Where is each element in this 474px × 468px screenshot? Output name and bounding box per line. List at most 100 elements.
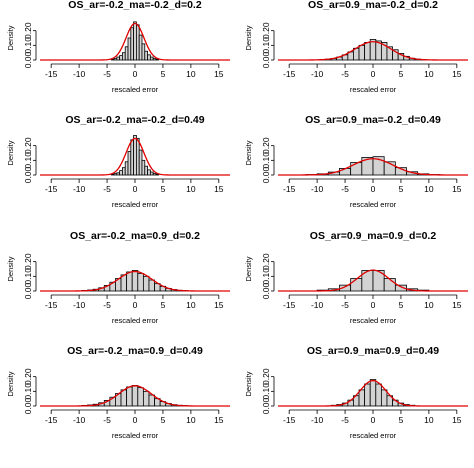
histogram-bar: [350, 162, 363, 176]
x-tick-label: -5: [341, 69, 349, 79]
x-tick-label: 5: [161, 69, 166, 79]
y-tick-label: 0.20: [23, 368, 33, 385]
x-axis-label: rescaled error: [112, 200, 159, 209]
y-tick-label: 0.00: [261, 51, 271, 68]
histogram-bar: [130, 139, 135, 176]
histogram-panel-2: OS_ar=0.9_ma=-0.2_d=0.2 -15 -10 -5 0 5 10 15 res…: [244, 0, 468, 94]
y-axis-label: Density: [244, 371, 253, 396]
histogram-bar: [375, 383, 382, 407]
histogram-bar: [119, 170, 123, 176]
x-tick-label: -5: [103, 300, 111, 310]
y-tick-label: 0.20: [261, 22, 271, 39]
y-tick-label: 0.10: [261, 383, 271, 400]
x-tick-label: -10: [73, 415, 86, 425]
x-tick-label: 15: [214, 415, 224, 425]
x-tick-label: 0: [133, 69, 138, 79]
x-tick-label: 15: [214, 69, 224, 79]
y-tick-label: 0.10: [23, 37, 33, 54]
histogram-bar: [144, 165, 148, 176]
y-tick-label: 0.10: [261, 37, 271, 54]
x-tick-label: 5: [399, 69, 404, 79]
x-tick-label: 10: [424, 184, 434, 194]
y-tick-label: 0.10: [261, 268, 271, 285]
histogram-bar: [116, 172, 121, 176]
density-curve: [40, 270, 230, 292]
y-tick-label: 0.00: [261, 397, 271, 414]
x-tick-label: -10: [73, 69, 86, 79]
x-tick-label: -5: [103, 415, 111, 425]
histogram-bar: [364, 383, 371, 407]
x-tick-label: -15: [45, 300, 58, 310]
y-tick-label: 0.20: [261, 253, 271, 270]
y-tick-label: 0.20: [23, 22, 33, 39]
histogram-bar: [364, 42, 371, 61]
histogram-bar: [152, 58, 157, 61]
x-tick-label: 5: [161, 300, 166, 310]
x-tick-label: -5: [341, 184, 349, 194]
x-tick-label: 0: [133, 184, 138, 194]
histogram-bar: [142, 390, 150, 407]
histogram-bar: [113, 173, 118, 176]
histogram-bar: [144, 50, 148, 61]
x-tick-label: 15: [214, 300, 224, 310]
histogram-bar: [148, 394, 155, 407]
histogram-bar: [133, 21, 137, 61]
y-tick-label: 0.00: [261, 166, 271, 183]
y-tick-label: 0.10: [23, 152, 33, 169]
histogram-bar: [394, 284, 407, 292]
histogram-bar: [141, 159, 146, 176]
histogram-bar: [137, 387, 144, 407]
x-axis-label: rescaled error: [112, 316, 159, 325]
histogram-bar: [127, 37, 132, 61]
histogram-bar: [152, 173, 157, 176]
histogram-bar: [127, 151, 132, 176]
histogram-bar: [124, 46, 129, 61]
x-tick-label: 10: [424, 69, 434, 79]
density-curve: [278, 379, 468, 407]
y-axis-label: Density: [6, 371, 15, 396]
density-curve: [278, 158, 468, 176]
x-tick-label: 5: [399, 184, 404, 194]
density-curve: [278, 269, 468, 292]
x-tick-label: 10: [186, 415, 196, 425]
panel-title: OS_ar=-0.2_ma=-0.2_d=0.2: [68, 0, 202, 11]
histogram-bar: [122, 167, 126, 176]
x-tick-label: 15: [452, 415, 462, 425]
x-tick-label: -5: [341, 300, 349, 310]
x-tick-label: -15: [45, 69, 58, 79]
histogram-bar: [142, 275, 150, 292]
x-tick-label: 10: [186, 184, 196, 194]
x-tick-label: -15: [283, 69, 296, 79]
x-axis-label: rescaled error: [112, 85, 159, 94]
panel-title: OS_ar=-0.2_ma=0.9_d=0.2: [70, 230, 200, 242]
histogram-bar: [130, 27, 135, 61]
y-tick-label: 0.00: [261, 282, 271, 299]
histogram-panel-8: OS_ar=0.9_ma=0.9_d=0.49 -15 -10 -5 0 5 10 15 res…: [244, 345, 468, 440]
histogram-bar: [369, 39, 377, 61]
y-tick-label: 0.00: [23, 166, 33, 183]
x-axis-label: rescaled error: [112, 431, 159, 440]
y-tick-label: 0.00: [23, 397, 33, 414]
panel-title: OS_ar=-0.2_ma=-0.2_d=0.49: [65, 114, 204, 126]
x-tick-label: -15: [283, 300, 296, 310]
panel-title: OS_ar=0.9_ma=-0.2_d=0.2: [308, 0, 438, 11]
density-curve: [40, 385, 230, 407]
y-axis-label: Density: [6, 140, 15, 165]
histogram-bar: [141, 43, 146, 61]
x-tick-label: 0: [371, 69, 376, 79]
x-tick-label: 0: [133, 415, 138, 425]
x-tick-label: -15: [45, 415, 58, 425]
x-tick-label: 0: [133, 300, 138, 310]
histogram-bar: [369, 379, 377, 407]
histogram-bar: [131, 270, 139, 292]
histogram-bar: [131, 385, 139, 407]
y-tick-label: 0.10: [23, 268, 33, 285]
x-tick-label: -10: [73, 184, 86, 194]
x-tick-label: -5: [341, 415, 349, 425]
x-tick-label: 5: [399, 415, 404, 425]
x-tick-label: -10: [311, 300, 324, 310]
x-tick-label: -10: [311, 69, 324, 79]
histogram-bar: [135, 137, 140, 176]
x-tick-label: 5: [161, 415, 166, 425]
